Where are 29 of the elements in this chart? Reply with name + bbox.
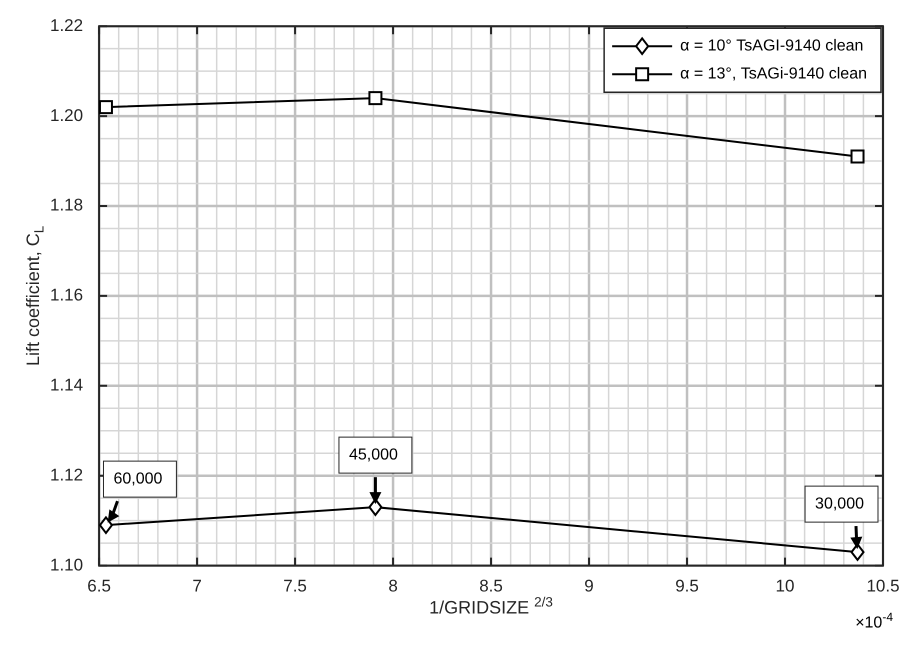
x-tick-label: 9 [584,576,594,596]
annotation: 45,000 [348,446,398,464]
annotation: 30,000 [815,496,864,513]
point [98,100,113,114]
y-tick-label: 1.14 [50,375,84,394]
y-tick-label: 1.20 [50,106,84,125]
y-tick-label: 1.12 [50,465,84,484]
point [368,498,382,516]
annotation: 60,000 [113,470,163,488]
x-tick-label: 10.5 [866,576,900,596]
legend-label: α = 13°, TsAGi-9140 clean [680,66,867,83]
y-tick-label: 1.10 [50,555,84,574]
x-tick-label: 9.5 [675,576,699,596]
y-tick-label: 1.16 [50,286,84,305]
x-axis-title: 1/GRIDSIZE 2/3 [429,594,553,618]
x-tick-label: 8 [388,576,398,596]
y-tick-label: 1.22 [50,16,84,35]
x-tick-label: 6.5 [87,576,111,596]
point [98,516,113,534]
point [850,543,865,561]
x-tick-label: 10 [776,576,794,596]
y-tick-label: 1.18 [50,196,84,215]
point [850,150,865,164]
x-tick-label: 7.5 [283,576,307,596]
x-tick-label: 8.5 [479,576,503,596]
x-tick-label: 7 [192,576,202,596]
y-axis-title: Lift coefficient, CL [23,225,46,366]
point [368,91,382,106]
legend-label: α = 10° TsAGI-9140 clean [680,38,864,55]
